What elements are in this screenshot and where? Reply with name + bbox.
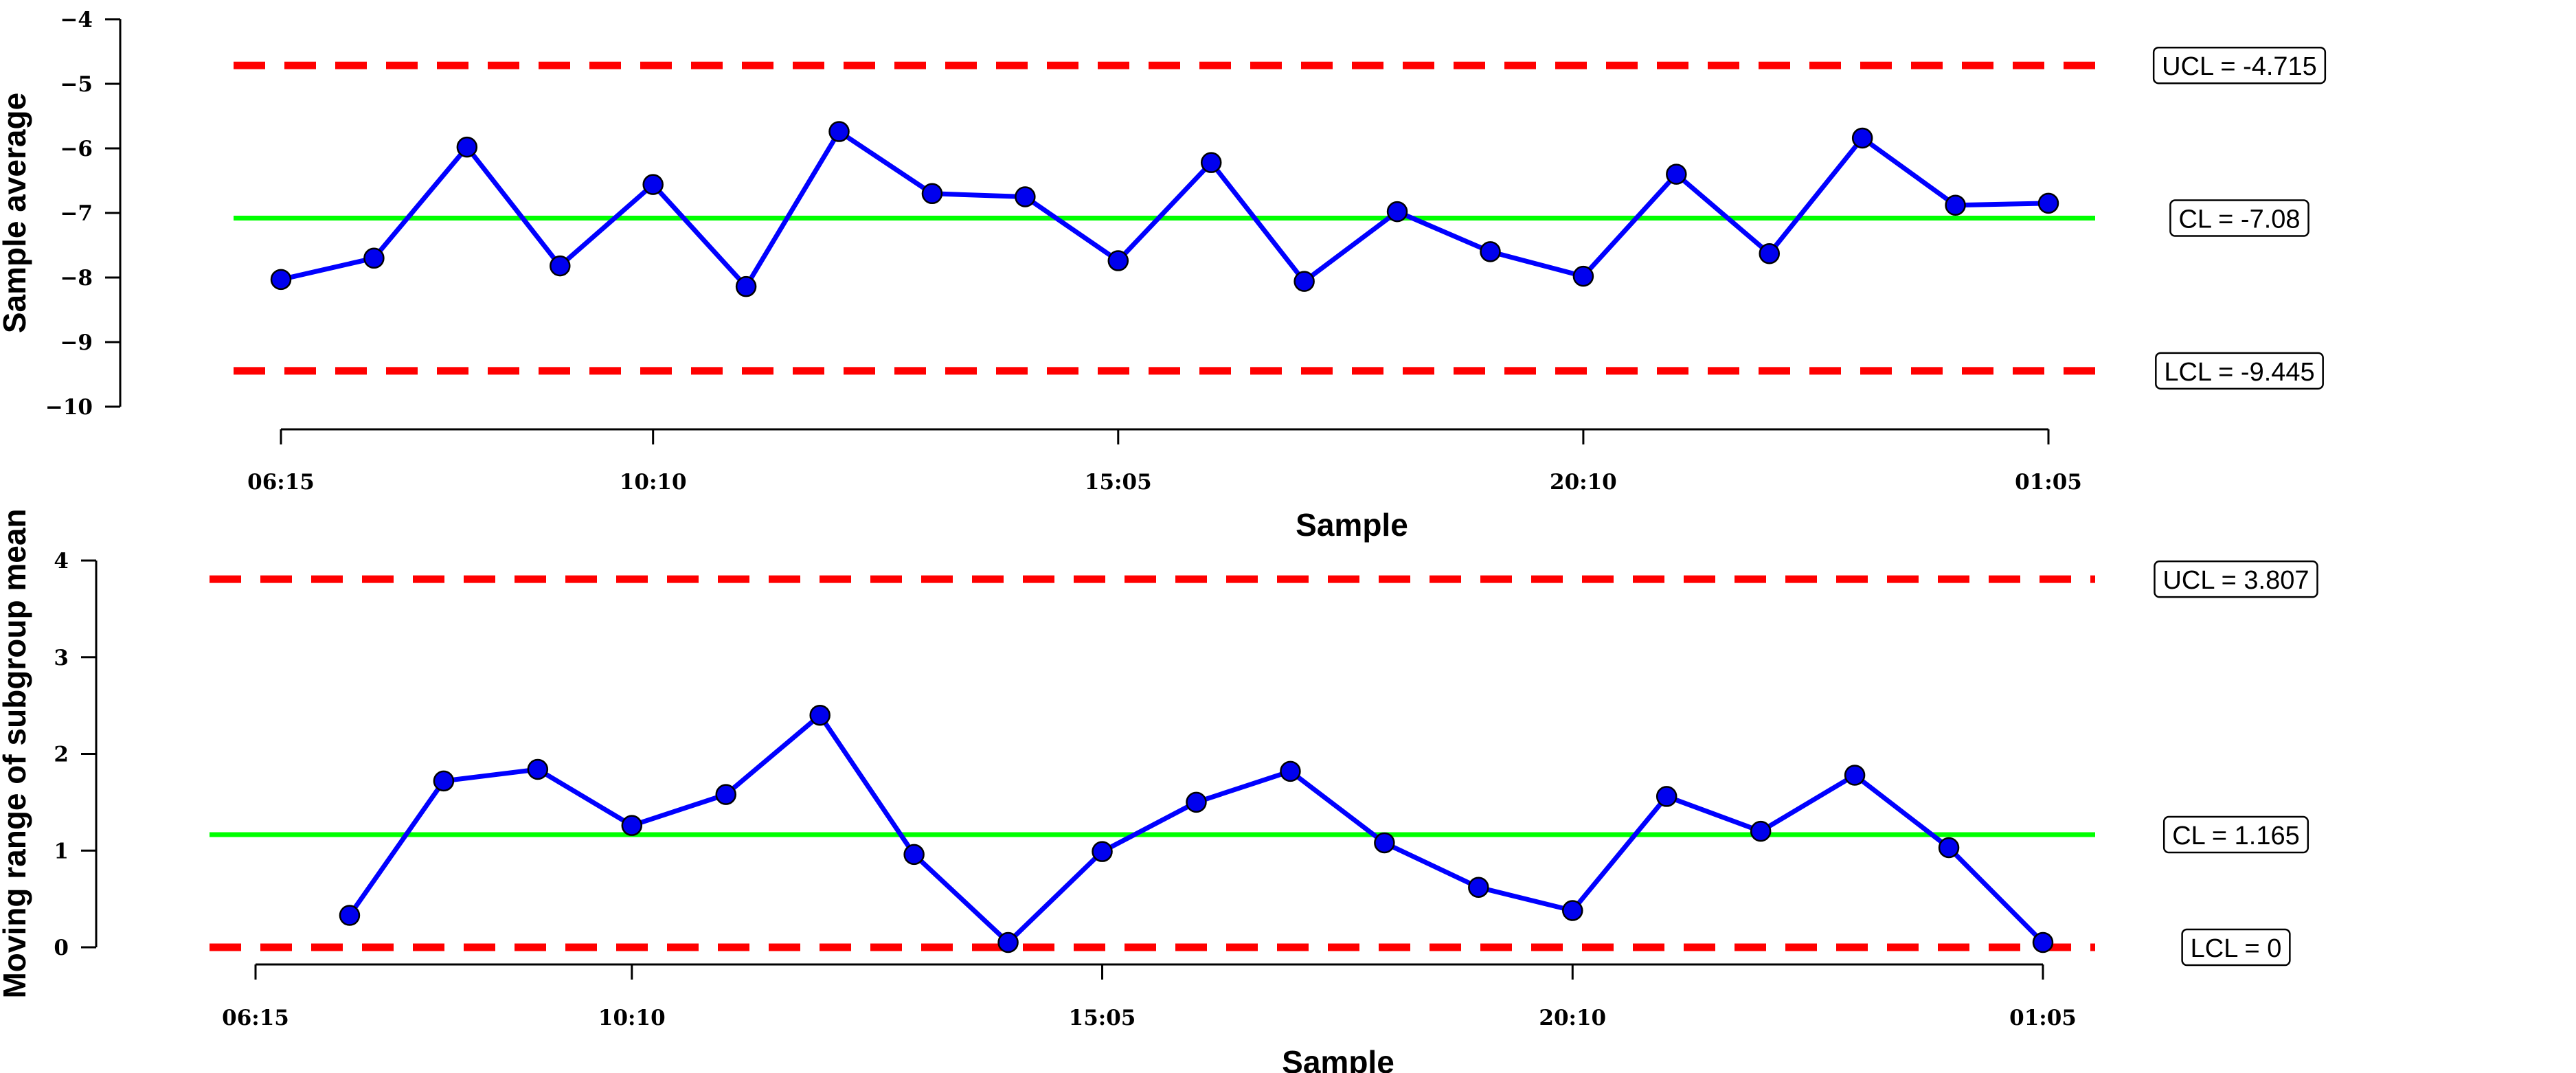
data-point [1750,820,1772,842]
y-tick-label: 1 [54,839,69,863]
limit-label-text: CL = 1.165 [2172,822,2300,850]
y-tick-label: 3 [54,646,69,670]
x-tick-label: 10:10 [598,1006,666,1030]
x-tick-label: 01:05 [2009,1006,2077,1030]
limit-label-text: CL = -7.08 [2178,205,2300,234]
data-point [1468,877,1489,898]
x-tick-label: 01:05 [2015,470,2082,495]
x-tick-label: 20:10 [1539,1006,1606,1030]
ucl-label: UCL = -4.715 [2152,46,2327,84]
y-axis-title: Moving range of subgroup mean [0,508,32,998]
data-point [527,758,549,780]
chart-panel-2: 0 1 2 3 4 06:15 10:10 15:05 20:10 01:05 Sample Movi… [0,508,2318,1073]
data-point [1386,201,1408,223]
y-axis-title: Sample average [0,93,32,333]
data-point [1759,242,1780,264]
data-point [997,931,1019,953]
lcl-label: LCL = 0 [2181,928,2291,967]
data-point [270,269,292,291]
cl-label: CL = -7.08 [2169,199,2309,237]
y-tick-label: −7 [60,201,93,226]
y-tick-label: −4 [60,8,93,32]
limit-label-text: LCL = -9.445 [2164,358,2314,387]
data-point [1280,760,1301,782]
y-tick-label: −9 [60,330,93,355]
chart-panel-1: −4 −5 −6 −7 −8 −9 −10 06:15 10:10 15:05 20:10 01:05… [0,8,2327,543]
data-point [715,784,736,805]
ucl-label: UCL = 3.807 [2154,560,2318,598]
x-axis-title: Sample [1296,507,1408,543]
data-point [642,174,664,195]
limit-label-text: LCL = 0 [2191,934,2282,963]
y-tick-label: 4 [54,549,69,574]
y-tick-label: −5 [60,72,93,97]
data-point [921,183,943,205]
data-point [1186,791,1207,813]
data-point [828,121,850,142]
data-point [1200,152,1222,173]
y-tick-label: −8 [60,266,93,291]
data-point [1562,900,1583,921]
limit-label-box [2154,560,2318,598]
y-tick-label: 0 [54,936,69,960]
data-point [1851,127,1873,149]
data-point [1844,765,1866,786]
x-tick-label: 06:15 [247,470,315,495]
data-point [339,905,361,926]
limit-label-box [2162,815,2309,854]
y-tick-label: 2 [54,743,69,767]
data-point [1938,837,1960,859]
data-point [2037,192,2059,214]
data-point [1666,163,1687,185]
limit-label-box [2169,199,2309,237]
limit-label-box [2155,352,2324,390]
data-point [456,136,478,158]
data-point [1107,250,1129,271]
x-tick-label: 20:10 [1550,470,1617,495]
data-point [433,770,455,792]
data-point [735,275,757,297]
data-point [809,704,831,726]
data-point [1656,786,1677,807]
x-tick-label: 10:10 [620,470,687,495]
data-point [2032,931,2054,953]
data-point [903,844,925,866]
data-point [1293,271,1315,292]
y-tick-label: −10 [45,395,93,420]
data-point [1015,186,1036,207]
data-point [550,255,571,277]
limit-label-text: UCL = 3.807 [2162,566,2309,595]
limit-label-box [2152,46,2327,84]
lcl-label: LCL = -9.445 [2155,352,2324,390]
data-point [621,815,643,836]
data-point [1092,841,1113,862]
limit-label-box [2181,928,2291,967]
data-point [1480,241,1501,262]
x-tick-label: 06:15 [222,1006,289,1030]
x-tick-label: 15:05 [1069,1006,1136,1030]
cl-label: CL = 1.165 [2162,815,2309,854]
data-point [1374,832,1395,854]
data-point [1572,265,1594,287]
limit-label-text: UCL = -4.715 [2162,52,2317,81]
x-tick-label: 15:05 [1085,470,1152,495]
series-line [348,712,2045,945]
x-axis-title: Sample [1282,1044,1394,1073]
data-point [1945,194,1966,216]
data-point [363,247,385,269]
series-line [280,129,2049,289]
y-tick-label: −6 [60,137,93,161]
